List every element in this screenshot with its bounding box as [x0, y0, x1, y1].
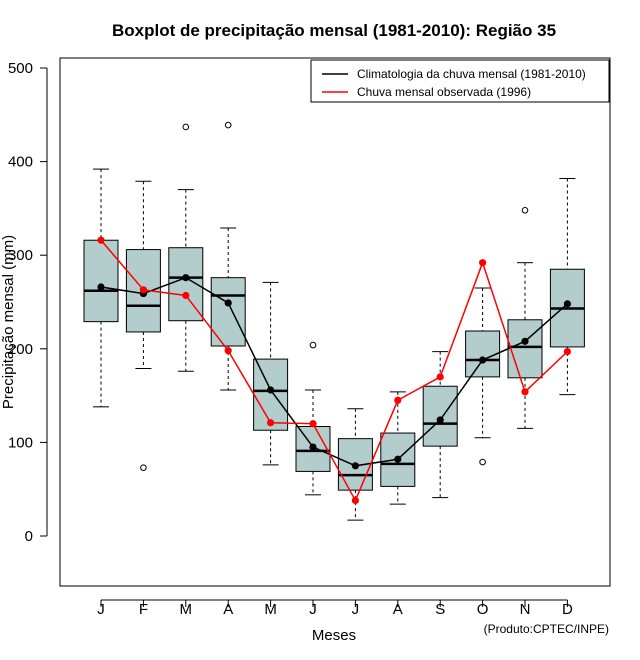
box-group — [507, 206, 543, 429]
series-point-observed — [394, 396, 402, 404]
outlier-point — [521, 206, 529, 214]
series-point-observed — [436, 373, 444, 381]
y-tick-label: 400 — [8, 154, 33, 171]
box-group — [422, 351, 458, 499]
box-iqr — [253, 358, 289, 431]
series-point-climatology — [309, 443, 317, 451]
series-point-climatology — [394, 455, 402, 463]
x-tick-label: A — [393, 601, 403, 618]
y-tick-label: 300 — [8, 247, 33, 264]
outlier-point — [309, 341, 317, 349]
series-point-observed — [267, 419, 275, 427]
series-point-climatology — [97, 283, 105, 291]
legend-box — [310, 59, 610, 103]
box-group — [465, 287, 501, 466]
y-tick-label: 0 — [25, 528, 33, 545]
legend-label-observed: Chuva mensal observada (1996) — [357, 85, 531, 99]
box-group — [549, 177, 585, 396]
series-point-observed — [224, 347, 232, 355]
series-point-observed — [309, 420, 317, 428]
series-point-observed — [139, 286, 147, 294]
x-tick-label: J — [97, 601, 105, 618]
y-tick-label: 200 — [8, 341, 33, 358]
y-tick-label: 500 — [8, 60, 33, 77]
x-tick-label: O — [477, 601, 489, 618]
series-point-climatology — [436, 416, 444, 424]
series-point-observed — [563, 348, 572, 356]
y-axis-label: Precipitação mensal (mm) — [0, 235, 17, 409]
x-axis-label: Meses — [312, 627, 356, 644]
x-tick-label: J — [352, 601, 360, 618]
outlier-point — [224, 121, 232, 129]
series-observed — [97, 236, 572, 505]
box-group — [125, 180, 161, 471]
box-group — [253, 281, 289, 466]
boxes — [83, 121, 585, 521]
series-line-climatology — [100, 276, 568, 467]
series-lines — [97, 236, 572, 505]
y-axis: 0 100 200 300 400 500 — [8, 60, 48, 545]
series-point-observed — [351, 496, 359, 505]
outlier-point — [140, 464, 147, 471]
series-point-observed — [97, 236, 105, 244]
x-tick-label: J — [309, 601, 317, 618]
chart-title: Boxplot de precipitação mensal (1981-201… — [112, 21, 556, 40]
box-group — [295, 341, 331, 496]
series-point-observed — [479, 259, 487, 267]
x-tick-label: F — [139, 601, 148, 618]
outlier-point — [182, 123, 190, 131]
x-tick-label: A — [223, 601, 233, 618]
series-point-observed — [521, 388, 529, 396]
x-tick-label: M — [264, 601, 277, 618]
x-tick-label: N — [520, 601, 531, 618]
credit-text: (Produto:CPTEC/INPE) — [484, 622, 609, 636]
series-point-climatology — [267, 386, 275, 394]
legend: Climatologia da chuva mensal (1981-2010)… — [310, 59, 610, 103]
outlier-point — [479, 458, 486, 466]
series-point-climatology — [224, 299, 232, 307]
series-point-climatology — [351, 462, 359, 470]
y-tick-label: 100 — [8, 434, 33, 451]
plot-frame — [59, 57, 611, 587]
box-iqr — [83, 239, 119, 323]
box-iqr — [465, 330, 501, 378]
series-point-climatology — [521, 337, 529, 345]
box-iqr — [210, 277, 246, 347]
box-iqr — [507, 319, 543, 379]
box-iqr — [422, 385, 458, 447]
x-tick-label: S — [435, 601, 445, 618]
x-tick-label: M — [180, 601, 193, 618]
legend-label-climatology: Climatologia da chuva mensal (1981-2010) — [357, 67, 586, 81]
series-line-observed — [100, 239, 568, 503]
series-point-climatology — [182, 274, 190, 282]
series-point-observed — [182, 291, 190, 300]
series-point-climatology — [563, 300, 572, 308]
x-tick-label: D — [562, 601, 573, 618]
box-group — [168, 123, 204, 372]
series-point-climatology — [479, 356, 487, 364]
